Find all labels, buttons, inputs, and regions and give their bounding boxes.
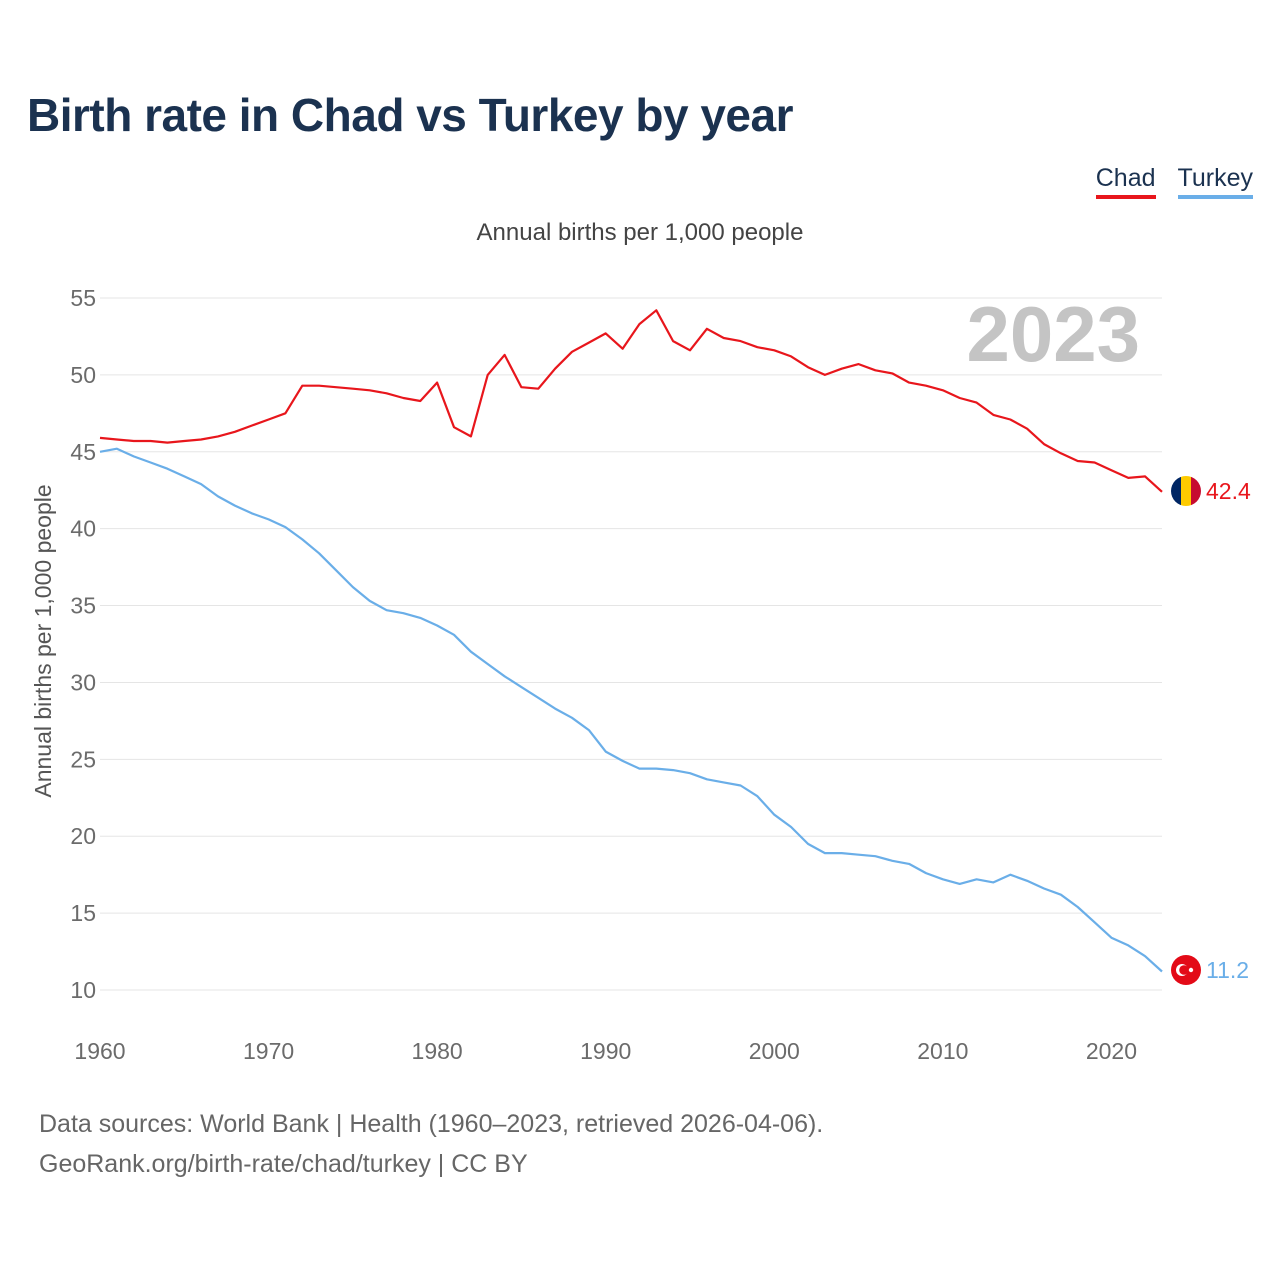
y-tick-label: 30 (70, 669, 96, 695)
x-tick-label: 2010 (917, 1038, 968, 1064)
chart-title: Annual births per 1,000 people (477, 219, 804, 246)
page-title: Birth rate in Chad vs Turkey by year (27, 89, 793, 141)
y-tick-label: 35 (70, 593, 96, 619)
chad-end-value-label: 42.4 (1206, 478, 1251, 504)
source-line: Data sources: World Bank | Health (1960–… (39, 1110, 824, 1138)
x-tick-label: 1980 (412, 1038, 463, 1064)
y-tick-label: 55 (70, 285, 96, 311)
x-tick-label: 2000 (749, 1038, 800, 1064)
series-line-turkey[interactable] (99, 447, 1163, 973)
y-tick-label: 10 (70, 977, 96, 1003)
turkey-end-value-label: 11.2 (1206, 957, 1249, 983)
y-tick-label: 50 (70, 362, 96, 388)
grid-lines (100, 297, 1162, 991)
x-tick-label: 1970 (243, 1038, 294, 1064)
source-url: GeoRank.org/birth-rate/chad/turkey | CC … (39, 1150, 528, 1178)
y-tick-label: 20 (70, 823, 96, 849)
legend: Chad Turkey (1095, 164, 1253, 199)
y-tick-label: 40 (70, 516, 96, 542)
year-label: 2023 (966, 290, 1140, 378)
legend-item-turkey[interactable]: Turkey (1177, 164, 1253, 199)
y-tick-label: 15 (70, 900, 96, 926)
series-lines (99, 309, 1163, 973)
x-tick-label: 1960 (74, 1038, 125, 1064)
y-tick-label: 45 (70, 439, 96, 465)
y-tick-label: 25 (70, 746, 96, 772)
source-note: Data sources: World Bank | Health (1960–… (39, 1104, 823, 1184)
legend-item-chad[interactable]: Chad (1095, 164, 1156, 199)
x-tick-label: 2020 (1086, 1038, 1137, 1064)
y-axis-ticks: 10 15 20 25 30 35 40 45 50 55 (70, 285, 96, 1003)
chad-flag-icon (1171, 476, 1201, 506)
turkey-flag-icon (1171, 955, 1201, 985)
x-tick-label: 1990 (580, 1038, 631, 1064)
series-line-chad[interactable] (99, 309, 1163, 493)
x-axis-ticks: 1960 1970 1980 1990 2000 2010 2020 (74, 1038, 1137, 1064)
y-axis-title: Annual births per 1,000 people (30, 484, 56, 797)
